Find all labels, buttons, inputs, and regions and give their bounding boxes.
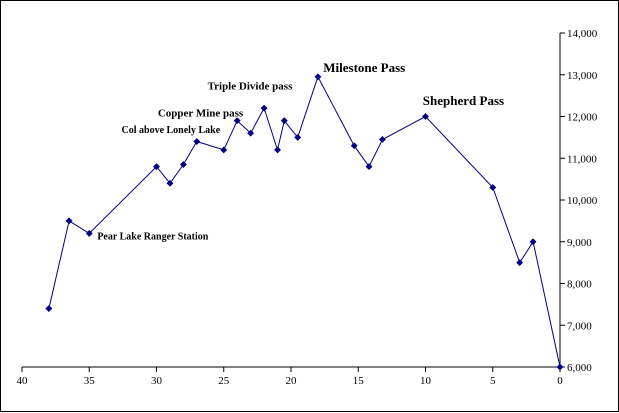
data-point bbox=[294, 133, 302, 141]
data-point bbox=[273, 146, 282, 154]
y-tick-label: 8,000 bbox=[567, 279, 592, 291]
y-tick-label: 11,000 bbox=[567, 153, 597, 165]
data-point bbox=[489, 183, 497, 192]
x-tick-label: 35 bbox=[84, 375, 96, 387]
data-point bbox=[233, 117, 241, 125]
x-tick-label: 15 bbox=[353, 375, 365, 387]
data-point bbox=[314, 73, 322, 81]
y-tick-label: 6,000 bbox=[567, 362, 592, 374]
data-point bbox=[179, 160, 187, 169]
data-point bbox=[166, 179, 174, 187]
annotation-label: Milestone Pass bbox=[323, 60, 405, 75]
data-point bbox=[556, 363, 564, 371]
y-tick-label: 12,000 bbox=[567, 112, 598, 124]
data-point bbox=[65, 217, 73, 225]
series-line bbox=[48, 75, 561, 368]
data-point bbox=[280, 117, 288, 125]
data-point bbox=[516, 259, 524, 267]
x-tick-label: 30 bbox=[151, 375, 163, 387]
x-tick-label: 10 bbox=[420, 375, 432, 387]
data-point bbox=[193, 137, 201, 146]
annotation-label: Copper Mine pass bbox=[158, 108, 244, 120]
data-point bbox=[365, 163, 373, 171]
y-tick-label: 7,000 bbox=[567, 320, 592, 332]
x-tick-label: 0 bbox=[557, 375, 563, 387]
annotation-label: Pear Lake Ranger Station bbox=[97, 232, 208, 243]
x-tick-label: 20 bbox=[286, 375, 298, 387]
annotation-label: Col above Lonely Lake bbox=[122, 125, 221, 136]
data-point bbox=[378, 135, 387, 144]
data-point bbox=[260, 104, 268, 112]
y-tick-label: 10,000 bbox=[567, 195, 598, 207]
data-point bbox=[220, 146, 228, 154]
y-tick-label: 9,000 bbox=[567, 237, 592, 249]
annotation-label: Shepherd Pass bbox=[423, 93, 504, 108]
series-layer bbox=[45, 73, 564, 371]
x-tick-label: 25 bbox=[218, 375, 230, 387]
data-point bbox=[350, 142, 358, 150]
x-tick-label: 40 bbox=[17, 375, 29, 387]
data-point bbox=[529, 238, 537, 246]
y-tick-label: 13,000 bbox=[567, 70, 598, 82]
x-tick-label: 5 bbox=[490, 375, 496, 387]
data-point bbox=[85, 229, 93, 237]
axes: 40 35 30 25 20 15 10 5 0 6,000 7,000 8,000 9,000 10,0… bbox=[17, 28, 598, 387]
y-tick-label: 14,000 bbox=[567, 28, 598, 40]
annotations: Pear Lake Ranger Station Col above Lonely… bbox=[97, 60, 504, 242]
annotation-label: Triple Divide pass bbox=[208, 80, 293, 92]
data-point bbox=[421, 112, 430, 121]
data-point bbox=[45, 304, 53, 313]
data-point bbox=[247, 129, 255, 137]
data-point bbox=[152, 163, 161, 171]
